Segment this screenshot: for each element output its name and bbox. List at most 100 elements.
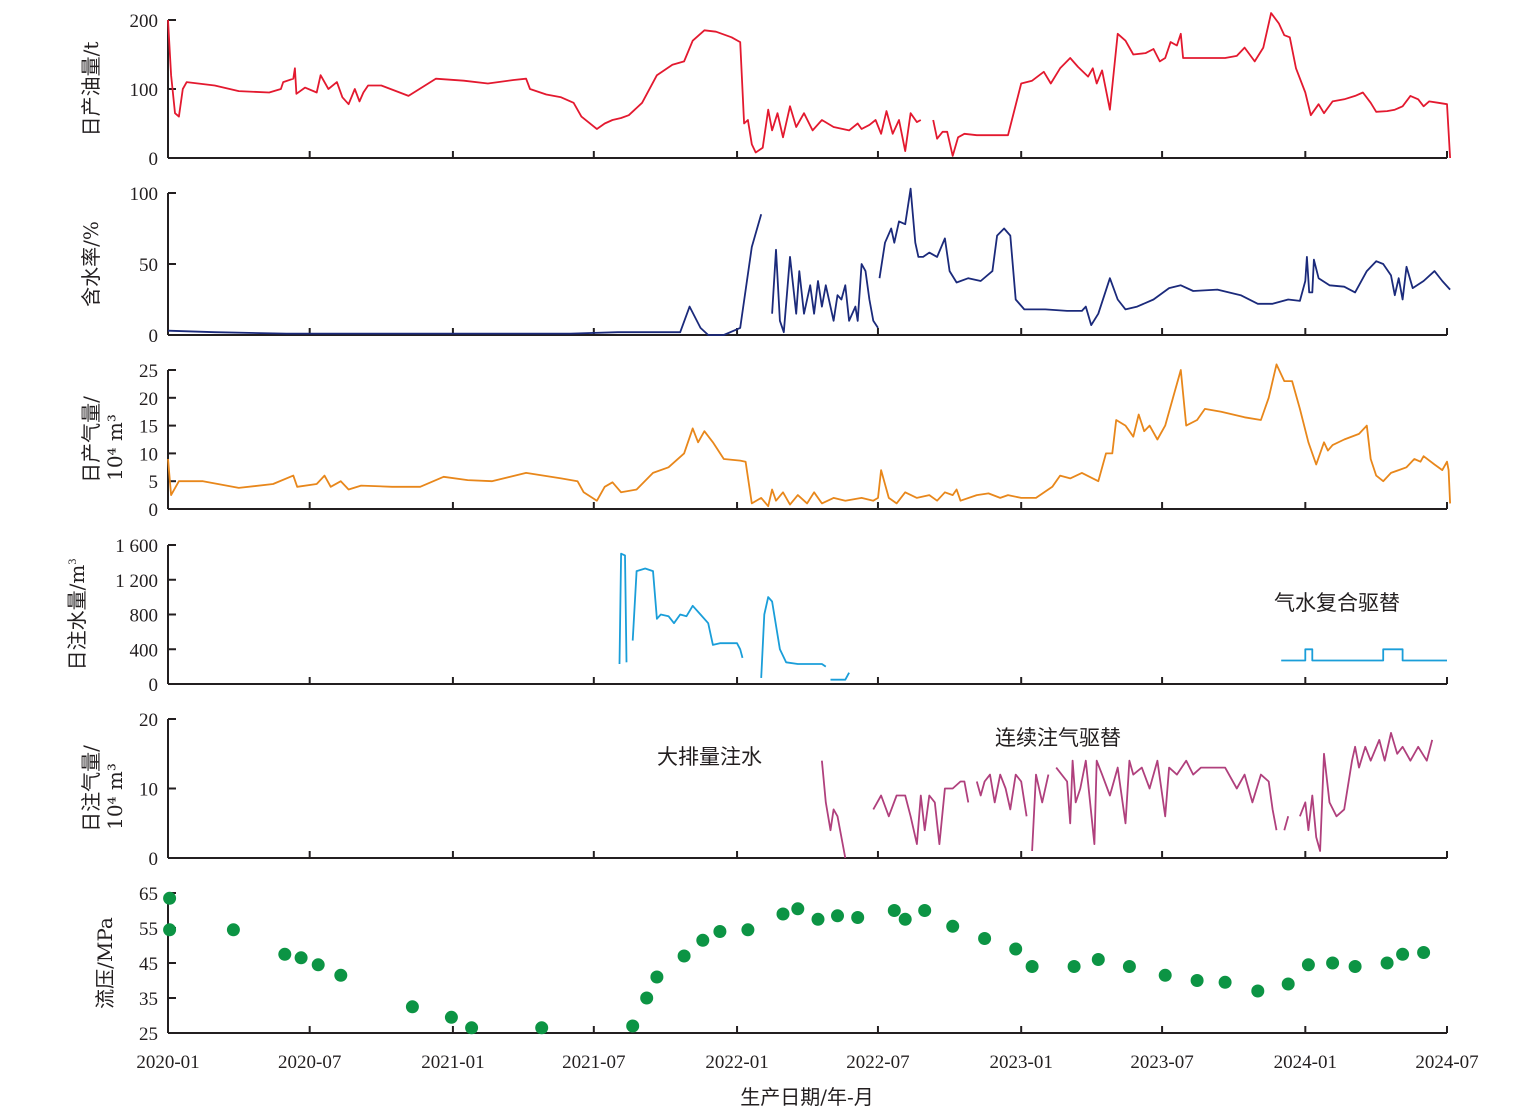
data-point: [1326, 956, 1340, 970]
data-point: [1348, 960, 1362, 973]
x-tick-label: 2022-01: [705, 1052, 768, 1073]
y-tick-label: 200: [130, 11, 159, 32]
panel-3: 0 5 10 15 20 25 日产气量/10⁴ m³: [79, 361, 1451, 521]
y-axis-unit: 10⁴ m³: [103, 414, 127, 481]
series-line: [1281, 648, 1447, 662]
data-point: [741, 923, 755, 937]
series-line: [167, 363, 1451, 508]
data-point: [713, 925, 727, 938]
data-point: [465, 1021, 479, 1035]
panel-2: 0 50 100 含水率/%: [79, 184, 1451, 347]
y-tick-label: 0: [149, 149, 159, 170]
y-tick-label: 10: [139, 444, 158, 465]
data-point: [1025, 960, 1039, 973]
y-tick-label: 100: [130, 80, 159, 101]
data-point: [626, 1019, 640, 1033]
series-line: [872, 780, 970, 845]
series-line: [1055, 759, 1278, 845]
data-point: [1301, 958, 1315, 972]
data-point: [334, 968, 348, 982]
y-tick-label: 35: [139, 989, 158, 1010]
x-axis-title: 生产日期/年-月: [740, 1085, 874, 1109]
y-axis-title: 含水率/%: [79, 221, 103, 307]
data-point: [1396, 947, 1410, 961]
y-tick-label: 800: [130, 606, 159, 627]
y-tick-label: 100: [130, 184, 159, 205]
data-point: [1251, 984, 1265, 998]
data-point: [791, 902, 805, 916]
data-point: [898, 912, 912, 926]
y-axis-title: 日注水量/m3: [65, 559, 89, 671]
data-point: [640, 991, 654, 1005]
data-point: [405, 1000, 419, 1014]
data-point: [311, 958, 325, 972]
y-tick-label: 50: [139, 255, 158, 276]
data-point: [163, 891, 177, 905]
data-point: [650, 970, 664, 984]
series-line: [821, 760, 847, 859]
series-line: [1031, 773, 1050, 852]
y-axis-title: 流压/MPa: [93, 917, 117, 1009]
series-line: [167, 19, 922, 154]
annotation-gas-drive: 连续注气驱替: [995, 726, 1121, 750]
annotation-combined-drive: 气水复合驱替: [1274, 591, 1400, 615]
y-tick-label: 0: [149, 849, 159, 870]
data-point: [677, 949, 691, 963]
x-tick-label: 2024-01: [1274, 1052, 1337, 1073]
series-line: [878, 187, 1451, 326]
data-point: [226, 923, 240, 937]
data-point: [831, 909, 844, 923]
y-tick-label: 25: [139, 361, 158, 382]
y-tick-label: 45: [139, 954, 158, 975]
data-point: [278, 947, 292, 961]
x-tick-label: 2021-07: [562, 1052, 625, 1073]
series-line: [631, 567, 744, 659]
panel-1: 0 100 200 日产油量/t: [79, 11, 1451, 170]
y-tick-label: 400: [130, 640, 159, 661]
x-tick-label: 2020-01: [136, 1052, 199, 1073]
series-line: [975, 773, 1028, 817]
x-tick-label: 2020-07: [278, 1052, 341, 1073]
data-point: [1122, 960, 1136, 973]
data-point: [1067, 960, 1081, 973]
data-point: [444, 1010, 458, 1024]
data-point: [1417, 946, 1431, 959]
y-tick-label: 5: [149, 472, 159, 493]
panel-5: 0 10 20 日注气量/10⁴ m³: [79, 710, 1448, 870]
series-line: [618, 552, 628, 665]
data-point: [696, 933, 710, 947]
y-tick-label: 65: [139, 884, 158, 905]
y-axis-unit: 10⁴ m³: [103, 763, 127, 830]
series-line: [167, 214, 763, 336]
data-point: [1009, 942, 1023, 956]
data-point: [946, 919, 960, 933]
y-tick-label: 10: [139, 780, 158, 801]
series-line: [760, 596, 827, 678]
data-point: [1091, 953, 1105, 966]
data-point: [887, 904, 901, 917]
data-point: [1218, 975, 1232, 989]
data-point: [851, 911, 865, 924]
data-point: [535, 1021, 549, 1035]
data-point: [918, 904, 932, 917]
series-line: [830, 672, 850, 681]
x-tick-label: 2022-07: [846, 1052, 909, 1073]
data-point: [294, 951, 308, 965]
data-point: [1158, 968, 1172, 982]
x-tick-label: 2024-07: [1415, 1052, 1478, 1073]
series-line: [1299, 732, 1434, 852]
x-tick-label: 2023-07: [1130, 1052, 1193, 1073]
series-line: [1283, 816, 1290, 831]
data-point: [163, 923, 177, 937]
data-point: [1190, 974, 1204, 987]
y-tick-label: 15: [139, 417, 158, 438]
y-tick-label: 0: [149, 675, 159, 696]
data-point: [1380, 956, 1394, 970]
x-tick-label: 2023-01: [990, 1052, 1053, 1073]
data-point: [1281, 977, 1295, 991]
y-tick-label: 20: [139, 389, 158, 410]
data-point: [811, 912, 825, 926]
series-line: [771, 248, 879, 334]
panel-4: 0 400 800 1 200 1 600 日注水量/m3: [65, 536, 1448, 696]
